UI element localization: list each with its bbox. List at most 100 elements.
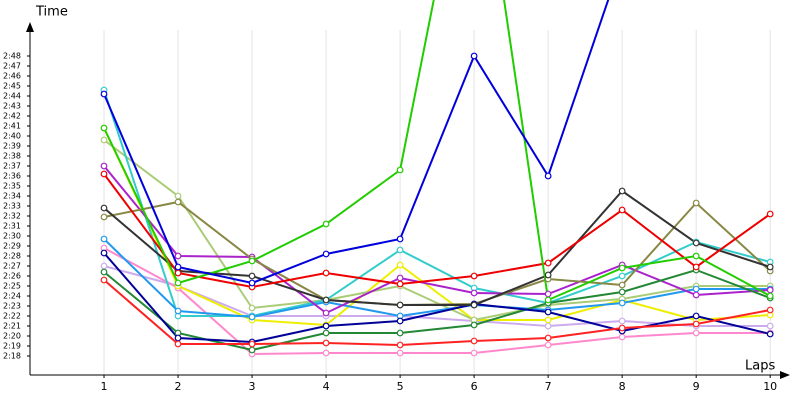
data-point: [396, 235, 404, 243]
series-line: [103, 173, 771, 289]
data-point: [100, 268, 108, 276]
y-tick-label: 2:18: [3, 352, 21, 361]
data-point: [100, 213, 108, 221]
data-point: [618, 333, 626, 341]
data-point: [470, 337, 478, 345]
y-tick-label: 2:47: [3, 62, 21, 71]
data-point: [692, 199, 700, 207]
y-tick-label: 2:26: [3, 272, 21, 281]
data-point: [618, 324, 626, 332]
data-point: [470, 349, 478, 357]
data-point: [396, 301, 404, 309]
y-tick-label: 2:21: [3, 322, 21, 331]
x-tick-label: 7: [545, 380, 552, 393]
data-point: [470, 321, 478, 329]
data-point: [174, 334, 182, 342]
data-point: [618, 281, 626, 289]
data-point: [544, 271, 552, 279]
y-tick-label: 2:45: [3, 82, 21, 91]
y-tick-label: 2:20: [3, 332, 21, 341]
data-point: [322, 250, 330, 258]
y-tick-label: 2:39: [3, 142, 21, 151]
data-point: [322, 296, 330, 304]
data-point: [174, 307, 182, 315]
x-tick-label: 1: [101, 380, 108, 393]
data-point: [248, 257, 256, 265]
data-point: [766, 210, 774, 218]
data-point: [396, 317, 404, 325]
series-line: [103, 247, 771, 356]
y-tick-label: 2:22: [3, 312, 21, 321]
y-tick-label: 2:32: [3, 212, 21, 221]
x-tick-label: 2: [175, 380, 182, 393]
data-point: [396, 280, 404, 288]
y-tick-label: 2:48: [3, 52, 21, 61]
y-tick-label: 2:34: [3, 192, 21, 201]
data-point: [322, 339, 330, 347]
data-point: [544, 322, 552, 330]
y-tick-label: 2:30: [3, 232, 21, 241]
data-point: [692, 263, 700, 271]
y-tick-label: 2:24: [3, 292, 21, 301]
data-point: [396, 349, 404, 357]
data-point: [544, 259, 552, 267]
data-point: [100, 249, 108, 257]
data-point: [100, 124, 108, 132]
x-tick-label: 10: [763, 380, 777, 393]
data-point: [692, 312, 700, 320]
y-tick-label: 2:41: [3, 122, 21, 131]
x-tick-label: 9: [693, 380, 700, 393]
data-point: [396, 274, 404, 282]
data-point: [100, 204, 108, 212]
data-point: [174, 252, 182, 260]
data-point: [766, 306, 774, 314]
data-point: [470, 272, 478, 280]
data-point: [174, 198, 182, 206]
series-line: [103, 0, 610, 285]
data-point: [322, 329, 330, 337]
data-point: [322, 349, 330, 357]
series-line: [103, 252, 771, 344]
data-point: [470, 289, 478, 297]
y-tick-label: 2:29: [3, 242, 21, 251]
y-tick-label: 2:23: [3, 302, 21, 311]
data-point: [322, 309, 330, 317]
x-axis-arrow: [780, 371, 790, 379]
data-point: [174, 269, 182, 277]
data-point: [396, 341, 404, 349]
data-point: [618, 272, 626, 280]
data-point: [618, 288, 626, 296]
data-point: [100, 276, 108, 284]
data-point: [544, 341, 552, 349]
data-point: [396, 261, 404, 269]
data-point: [100, 136, 108, 144]
data-point: [766, 330, 774, 338]
data-point: [692, 285, 700, 293]
data-point: [174, 279, 182, 287]
series-line: [103, 238, 771, 319]
data-point: [692, 252, 700, 260]
data-point: [248, 279, 256, 287]
y-tick-label: 2:33: [3, 202, 21, 211]
series-line: [103, 139, 771, 322]
data-point: [618, 264, 626, 272]
data-point: [618, 206, 626, 214]
series-line: [103, 127, 771, 327]
data-point: [692, 291, 700, 299]
data-point: [544, 296, 552, 304]
x-tick-label: 3: [249, 380, 256, 393]
data-point: [248, 272, 256, 280]
data-point: [322, 269, 330, 277]
series-line: [103, 89, 771, 317]
data-point: [396, 329, 404, 337]
data-point: [544, 316, 552, 324]
series-line: [103, 189, 771, 306]
data-point: [396, 166, 404, 174]
data-point: [100, 262, 108, 270]
y-tick-label: 2:46: [3, 72, 21, 81]
y-tick-label: 2:25: [3, 282, 21, 291]
data-point: [692, 329, 700, 337]
data-point: [248, 346, 256, 354]
data-point: [618, 317, 626, 325]
